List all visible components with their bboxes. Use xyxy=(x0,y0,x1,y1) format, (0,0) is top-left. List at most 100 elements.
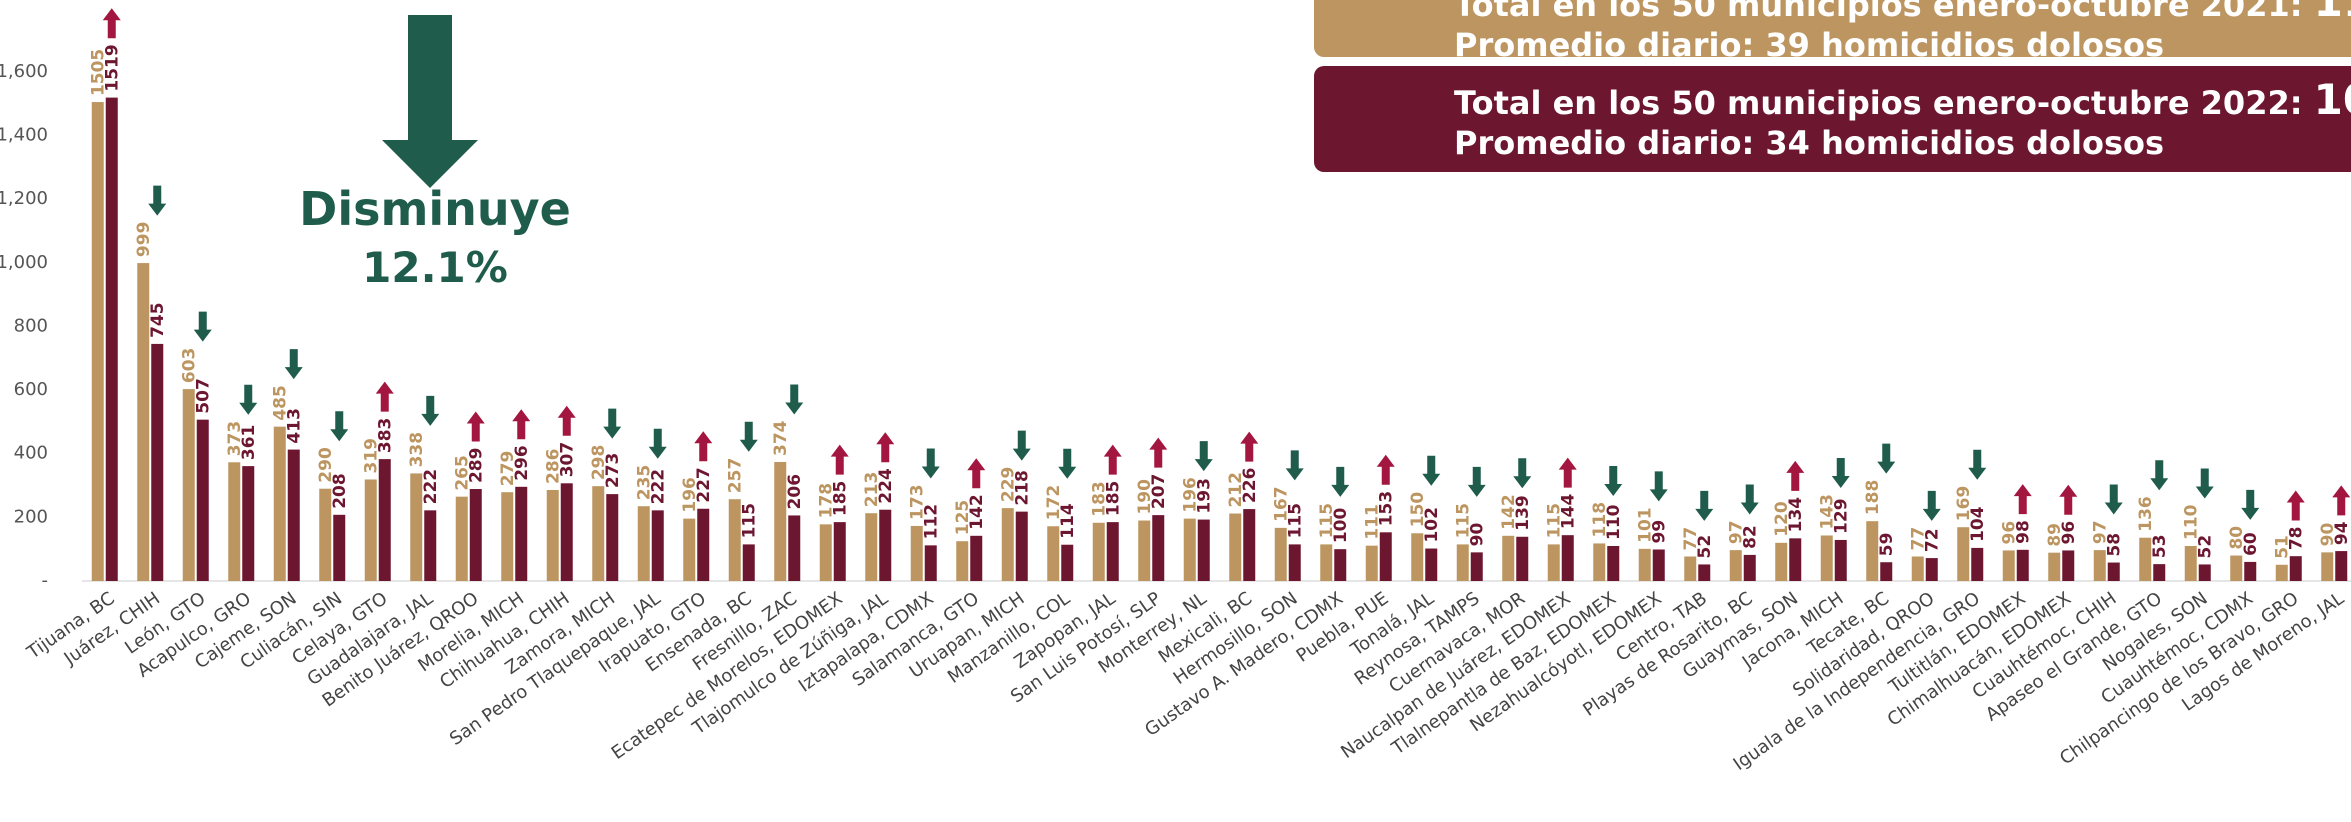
down-arrow xyxy=(1513,458,1532,489)
value-label: 97 xyxy=(2091,520,2111,544)
bar xyxy=(2062,550,2075,581)
y-tick-label: 400 xyxy=(14,443,48,464)
bar xyxy=(1197,519,1210,581)
value-label: 98 xyxy=(2014,520,2034,544)
value-label: 94 xyxy=(2332,521,2351,545)
value-label: 196 xyxy=(1181,477,1201,513)
down-arrow xyxy=(330,411,349,442)
bar xyxy=(1229,513,1242,581)
value-label: 80 xyxy=(2227,526,2247,550)
header-text: Total en los 50 municipios enero-octubre… xyxy=(1454,84,2303,122)
bar xyxy=(1775,542,1788,581)
bar xyxy=(2048,552,2061,581)
down-arrow xyxy=(1831,457,1850,488)
value-label: 90 xyxy=(1468,523,1488,547)
bar xyxy=(105,97,118,581)
value-label: 298 xyxy=(589,445,609,481)
value-label: 207 xyxy=(1149,474,1169,510)
bar xyxy=(137,263,150,581)
header-box-2022: Total en los 50 municipios enero-octubre… xyxy=(1314,66,2351,172)
value-label: 286 xyxy=(544,448,564,484)
down-arrow xyxy=(1285,450,1304,481)
value-label: 185 xyxy=(1104,481,1124,517)
bar xyxy=(91,102,104,582)
value-label: 59 xyxy=(1877,533,1897,557)
value-label: 143 xyxy=(1818,494,1838,530)
down-arrow xyxy=(1194,441,1213,472)
bar xyxy=(1456,544,1469,581)
value-label: 373 xyxy=(225,421,245,457)
value-label: 52 xyxy=(2196,535,2216,559)
header-total: 11,7 xyxy=(2313,0,2351,26)
bar xyxy=(469,489,482,581)
value-label: 185 xyxy=(831,481,851,517)
bar xyxy=(424,510,437,581)
header-total: 10,309 xyxy=(2313,75,2351,124)
value-label: 125 xyxy=(953,500,973,536)
bar xyxy=(364,479,377,581)
bar xyxy=(287,449,300,581)
down-arrow xyxy=(1467,466,1486,497)
value-label: 136 xyxy=(2136,496,2156,532)
value-label: 60 xyxy=(2241,532,2261,556)
bar xyxy=(1516,536,1529,581)
value-label: 206 xyxy=(785,474,805,510)
down-arrow xyxy=(1604,465,1623,496)
value-label: 104 xyxy=(1968,506,1988,542)
value-label: 58 xyxy=(2105,533,2125,557)
bar xyxy=(683,518,696,581)
value-label: 173 xyxy=(908,484,928,520)
bar xyxy=(1502,535,1515,581)
bar xyxy=(728,499,741,581)
bar xyxy=(865,513,878,581)
value-label: 1519 xyxy=(103,44,123,91)
value-label: 96 xyxy=(2000,521,2020,545)
down-arrow xyxy=(2241,489,2260,520)
value-label: 96 xyxy=(2059,521,2079,545)
bar xyxy=(2275,564,2288,581)
bar xyxy=(1334,549,1347,581)
bar xyxy=(1834,539,1847,581)
bar xyxy=(606,494,619,581)
header-text: Total en los 50 municipios enero-octubre… xyxy=(1454,0,2303,24)
bar xyxy=(319,488,332,581)
bar xyxy=(501,492,514,581)
value-label: 120 xyxy=(1772,501,1792,537)
down-arrow xyxy=(1649,471,1668,502)
bar xyxy=(1243,509,1256,581)
down-arrow xyxy=(239,384,258,415)
value-label: 188 xyxy=(1863,480,1883,516)
down-arrow xyxy=(1012,430,1031,461)
up-arrow xyxy=(557,405,576,436)
value-label: 115 xyxy=(1454,503,1474,539)
down-arrow xyxy=(739,421,758,452)
down-arrow xyxy=(785,384,804,415)
bar xyxy=(2198,564,2211,581)
header-box-2021: Total en los 50 municipios enero-octubre… xyxy=(1314,0,2351,57)
bar xyxy=(1365,545,1378,581)
value-label: 235 xyxy=(635,465,655,501)
bar xyxy=(1684,556,1697,581)
bar xyxy=(2107,562,2120,581)
value-label: 296 xyxy=(512,445,532,481)
bar xyxy=(2016,549,2029,581)
value-label: 150 xyxy=(1408,492,1428,528)
bar xyxy=(151,343,164,581)
value-label: 218 xyxy=(1013,470,1033,506)
value-label: 111 xyxy=(1363,504,1383,540)
bar xyxy=(1183,518,1196,581)
bar xyxy=(1411,533,1424,581)
value-label: 77 xyxy=(1681,527,1701,551)
bar xyxy=(637,506,650,581)
down-arrow xyxy=(648,428,667,459)
value-label: 213 xyxy=(862,472,882,508)
up-arrow xyxy=(466,411,485,442)
bar xyxy=(1047,526,1060,581)
up-arrow xyxy=(2332,485,2351,516)
bar xyxy=(2093,550,2106,581)
down-arrow xyxy=(284,349,303,380)
bar xyxy=(1593,543,1606,581)
value-label: 100 xyxy=(1331,508,1351,544)
value-label: 139 xyxy=(1513,495,1533,531)
bar xyxy=(1092,522,1105,581)
